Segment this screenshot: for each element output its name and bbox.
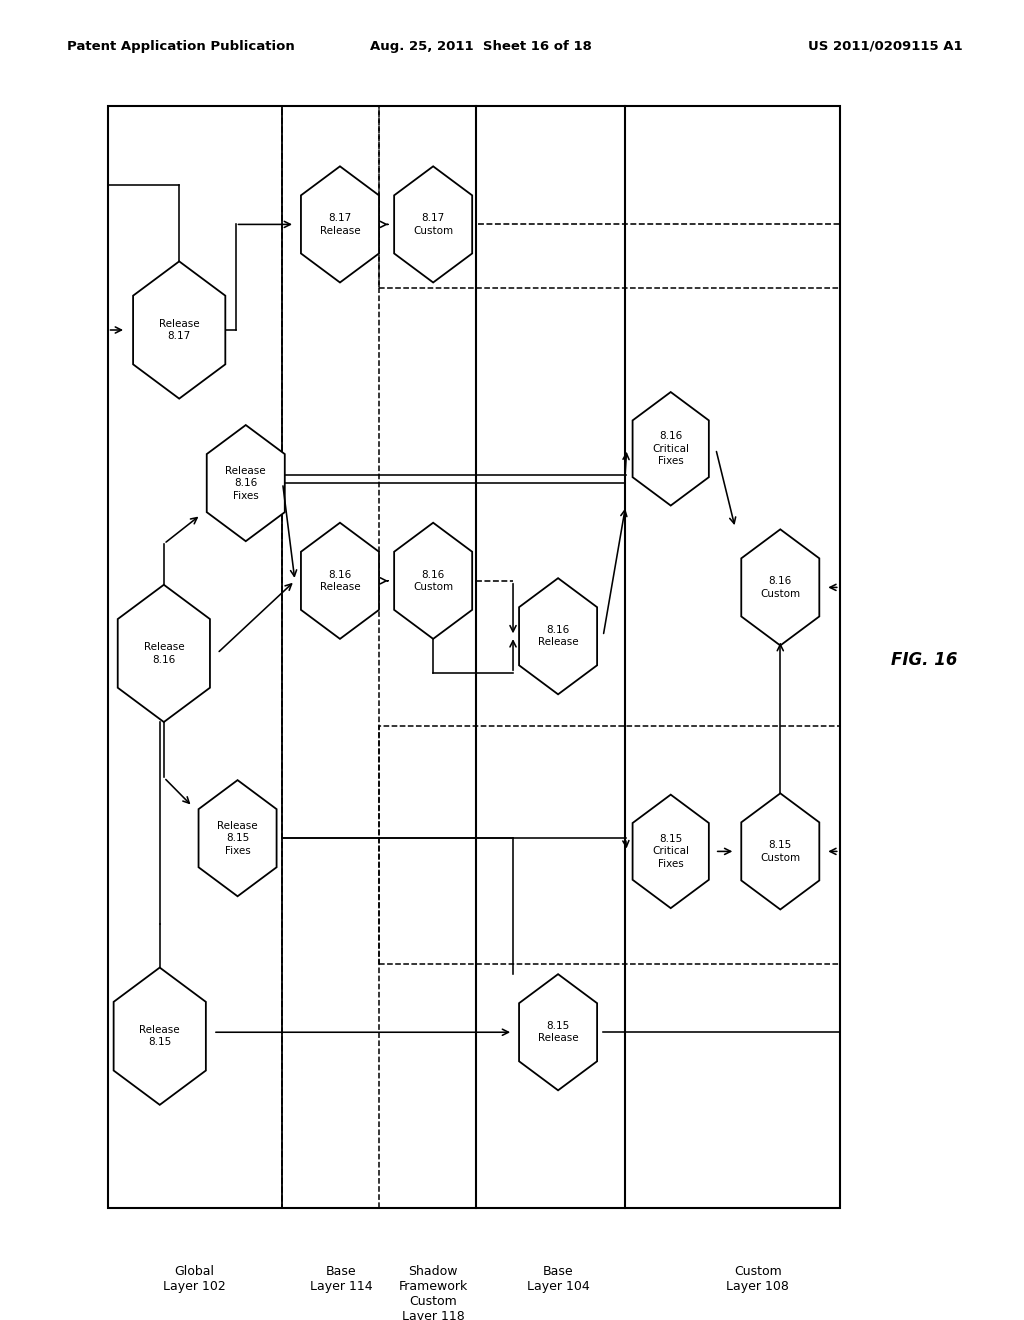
- Polygon shape: [301, 523, 379, 639]
- Polygon shape: [519, 974, 597, 1090]
- Text: 8.16
Custom: 8.16 Custom: [413, 570, 454, 591]
- Polygon shape: [133, 261, 225, 399]
- Text: Release
8.16
Fixes: Release 8.16 Fixes: [225, 466, 266, 500]
- Text: Release
8.15: Release 8.15: [139, 1026, 180, 1047]
- Text: 8.15
Custom: 8.15 Custom: [760, 841, 801, 862]
- Text: 8.16
Critical
Fixes: 8.16 Critical Fixes: [652, 432, 689, 466]
- Text: Base
Layer 104: Base Layer 104: [526, 1265, 590, 1292]
- Polygon shape: [633, 795, 709, 908]
- Text: Custom
Layer 108: Custom Layer 108: [726, 1265, 790, 1292]
- Text: FIG. 16: FIG. 16: [891, 651, 957, 669]
- Text: 8.16
Release: 8.16 Release: [319, 570, 360, 591]
- Text: US 2011/0209115 A1: US 2011/0209115 A1: [808, 40, 963, 53]
- Text: Base
Layer 114: Base Layer 114: [309, 1265, 373, 1292]
- Polygon shape: [207, 425, 285, 541]
- Bar: [282, 106, 476, 1208]
- Polygon shape: [633, 392, 709, 506]
- Text: Shadow
Framework
Custom
Layer 118: Shadow Framework Custom Layer 118: [398, 1265, 468, 1320]
- Text: 8.16
Custom: 8.16 Custom: [760, 577, 801, 598]
- Polygon shape: [301, 166, 379, 282]
- Polygon shape: [519, 578, 597, 694]
- Polygon shape: [114, 968, 206, 1105]
- Polygon shape: [394, 166, 472, 282]
- Text: Patent Application Publication: Patent Application Publication: [67, 40, 294, 53]
- Text: Release
8.16: Release 8.16: [143, 643, 184, 664]
- Polygon shape: [118, 585, 210, 722]
- Polygon shape: [741, 793, 819, 909]
- Bar: [108, 106, 282, 1208]
- Polygon shape: [199, 780, 276, 896]
- Polygon shape: [394, 523, 472, 639]
- Text: 8.15
Critical
Fixes: 8.15 Critical Fixes: [652, 834, 689, 869]
- Text: Global
Layer 102: Global Layer 102: [163, 1265, 226, 1292]
- Polygon shape: [741, 529, 819, 645]
- Text: Aug. 25, 2011  Sheet 16 of 18: Aug. 25, 2011 Sheet 16 of 18: [371, 40, 592, 53]
- Bar: [108, 106, 840, 1208]
- Text: 8.15
Release: 8.15 Release: [538, 1022, 579, 1043]
- Text: 8.17
Release: 8.17 Release: [319, 214, 360, 235]
- Text: 8.17
Custom: 8.17 Custom: [413, 214, 454, 235]
- Text: Release
8.15
Fixes: Release 8.15 Fixes: [217, 821, 258, 855]
- Text: Release
8.17: Release 8.17: [159, 319, 200, 341]
- Text: 8.16
Release: 8.16 Release: [538, 626, 579, 647]
- Bar: [379, 726, 840, 964]
- Bar: [379, 106, 840, 288]
